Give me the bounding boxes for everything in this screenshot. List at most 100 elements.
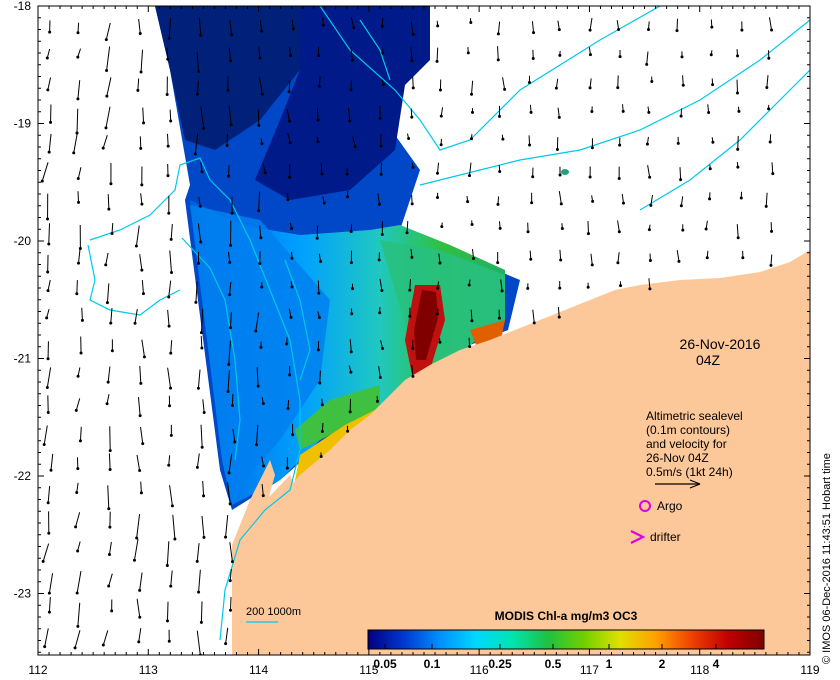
velocity-arrow-icon (379, 134, 383, 148)
velocity-arrow-icon (287, 80, 291, 94)
velocity-arrow-icon (285, 457, 289, 470)
velocity-arrow-icon (286, 399, 290, 410)
colorbar-tick-label: 0.25 (488, 657, 512, 671)
velocity-arrow-icon (470, 134, 474, 141)
velocity-arrow-icon (736, 224, 740, 240)
velocity-arrow-icon (227, 165, 231, 178)
velocity-arrow-icon (79, 336, 83, 355)
velocity-arrow-icon (139, 49, 144, 74)
velocity-arrow-icon (500, 279, 504, 293)
velocity-arrow-icon (167, 280, 172, 299)
velocity-arrow-icon (621, 104, 625, 113)
velocity-arrow-icon (105, 394, 110, 406)
velocity-arrow-icon (735, 79, 739, 95)
velocity-arrow-icon (557, 20, 561, 32)
velocity-arrow-icon (106, 366, 111, 384)
velocity-arrow-icon (227, 251, 232, 264)
velocity-arrow-icon (172, 514, 177, 541)
velocity-arrow-icon (411, 76, 415, 90)
velocity-arrow-icon (137, 628, 142, 644)
velocity-arrow-icon (73, 630, 81, 650)
velocity-arrow-icon (681, 224, 685, 232)
velocity-arrow-icon (46, 193, 50, 221)
velocity-arrow-icon (676, 250, 681, 263)
velocity-arrow-icon (526, 222, 530, 234)
velocity-arrow-icon (199, 308, 204, 335)
velocity-arrow-icon (108, 426, 112, 453)
velocity-arrow-icon (621, 193, 625, 205)
velocity-arrow-icon (165, 541, 170, 567)
velocity-arrow-icon (349, 224, 353, 234)
velocity-arrow-icon (46, 279, 51, 293)
velocity-arrow-icon (139, 481, 143, 495)
velocity-arrow-icon (617, 220, 621, 234)
velocity-arrow-icon (47, 511, 51, 535)
velocity-arrow-icon (138, 572, 143, 592)
velocity-arrow-icon (46, 254, 50, 274)
colorbar-tick-label: 0.05 (373, 657, 397, 671)
velocity-arrows (40, 17, 775, 655)
velocity-arrow-icon (195, 543, 200, 563)
velocity-arrow-icon (196, 51, 201, 73)
velocity-arrow-icon (348, 398, 352, 414)
velocity-arrow-icon (262, 162, 267, 175)
velocity-arrow-icon (110, 599, 114, 613)
velocity-arrow-icon (290, 281, 294, 289)
velocity-arrow-icon (349, 339, 353, 354)
velocity-arrow-icon (530, 192, 534, 205)
velocity-arrow-icon (408, 279, 412, 292)
velocity-arrow-icon (200, 161, 204, 174)
velocity-arrow-icon (108, 511, 112, 529)
velocity-arrow-icon (139, 254, 144, 272)
velocity-arrow-icon (529, 104, 533, 114)
velocity-arrow-icon (229, 596, 233, 612)
y-tick-label: -21 (14, 352, 32, 366)
velocity-arrow-icon (469, 18, 473, 25)
date-label: 26-Nov-2016 (680, 336, 761, 352)
velocity-arrow-icon (378, 366, 382, 380)
info-line: Altimetric sealevel (646, 409, 743, 423)
velocity-arrow-icon (169, 570, 173, 588)
velocity-arrow-icon (286, 192, 290, 202)
velocity-arrow-icon (76, 541, 81, 553)
velocity-arrow-icon (259, 225, 263, 240)
velocity-arrow-icon (440, 222, 444, 229)
velocity-arrow-icon (288, 308, 293, 319)
velocity-arrow-icon (104, 106, 111, 130)
velocity-arrow-icon (225, 133, 229, 147)
velocity-arrow-icon (588, 78, 592, 90)
velocity-arrow-icon (710, 19, 714, 29)
velocity-arrow-icon (349, 80, 353, 92)
velocity-arrow-icon (618, 137, 622, 147)
drifter-marker-icon (630, 530, 646, 544)
velocity-arrow-icon (140, 193, 144, 206)
velocity-arrow-icon (46, 77, 52, 92)
velocity-arrow-icon (76, 22, 80, 35)
info-line: (0.1m contours) (646, 423, 730, 437)
velocity-arrow-icon (679, 108, 683, 118)
velocity-arrow-icon (558, 166, 562, 177)
velocity-arrow-icon (201, 515, 206, 539)
velocity-arrow-icon (230, 196, 234, 215)
velocity-arrow-icon (167, 367, 173, 390)
velocity-arrow-icon (345, 167, 349, 176)
x-tick-label: 115 (359, 663, 378, 677)
velocity-arrow-icon (439, 138, 443, 147)
velocity-arrow-icon (196, 369, 201, 390)
velocity-arrow-icon (141, 339, 146, 359)
velocity-arrow-icon (498, 221, 502, 230)
velocity-arrow-icon (681, 75, 685, 87)
velocity-arrow-icon (496, 251, 500, 265)
velocity-arrow-icon (49, 104, 53, 124)
velocity-arrow-icon (616, 75, 620, 90)
velocity-arrow-icon (139, 365, 143, 385)
velocity-arrow-icon (381, 48, 385, 55)
velocity-arrow-icon (348, 107, 352, 123)
velocity-arrow-icon (378, 105, 382, 120)
velocity-arrow-icon (405, 221, 409, 235)
velocity-arrow-icon (768, 17, 774, 32)
velocity-arrow-icon (77, 249, 81, 265)
velocity-arrow-icon (318, 370, 322, 385)
velocity-arrow-icon (708, 192, 712, 201)
velocity-arrow-icon (254, 312, 260, 333)
